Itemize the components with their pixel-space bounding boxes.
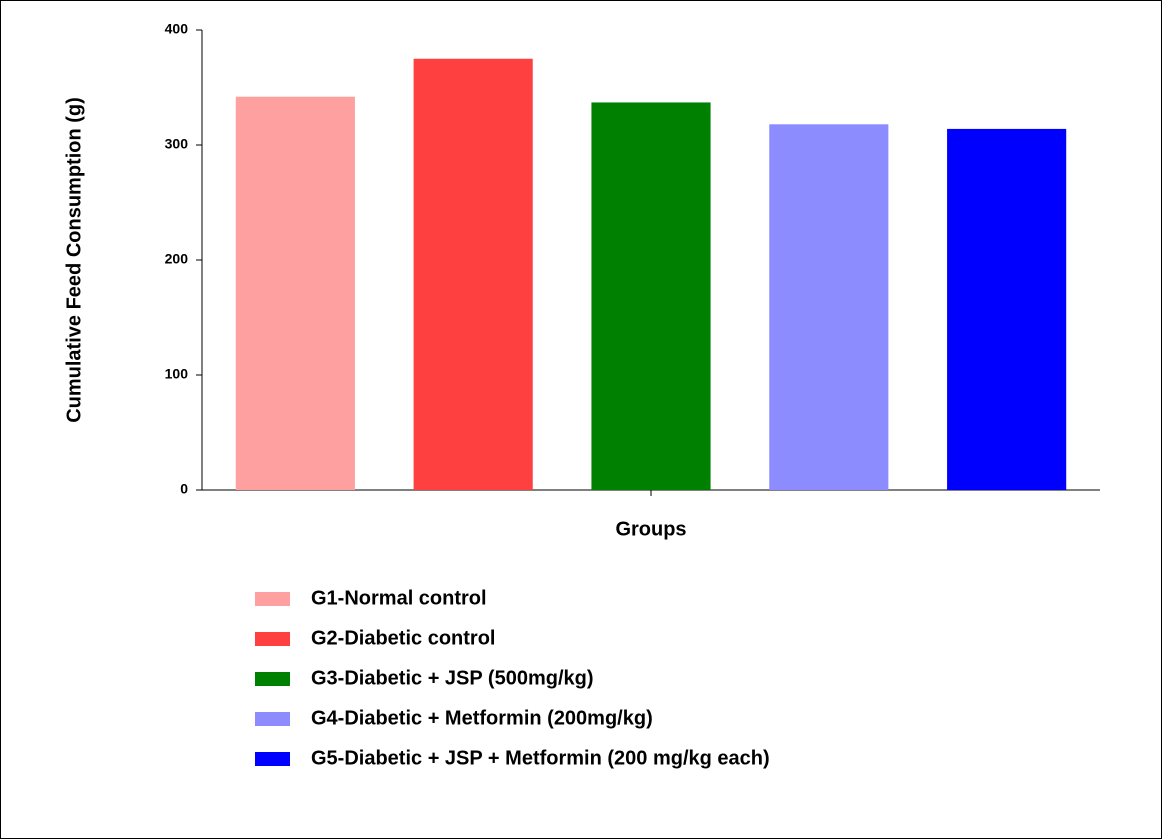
y-axis-title: Cumulative Feed Consumption (g) bbox=[63, 97, 85, 423]
bar bbox=[769, 124, 888, 490]
bar bbox=[947, 129, 1066, 490]
y-tick-label: 300 bbox=[165, 136, 189, 152]
x-axis-title: Groups bbox=[615, 518, 686, 540]
chart: Groups Cumulative Feed Consumption (g) 0… bbox=[0, 0, 1162, 839]
legend-label: G4-Diabetic + Metformin (200mg/kg) bbox=[311, 707, 653, 729]
legend-label: G2-Diabetic control bbox=[311, 627, 495, 649]
y-tick-label: 200 bbox=[165, 251, 189, 267]
legend-label: G1-Normal control bbox=[311, 587, 487, 609]
bar bbox=[414, 59, 533, 490]
y-tick-label: 400 bbox=[165, 21, 189, 37]
legend-swatch bbox=[255, 632, 290, 646]
legend-label: G3-Diabetic + JSP (500mg/kg) bbox=[311, 667, 594, 689]
y-tick-label: 100 bbox=[165, 366, 189, 382]
legend-swatch bbox=[255, 672, 290, 686]
legend-swatch bbox=[255, 752, 290, 766]
y-tick-label: 0 bbox=[180, 481, 188, 497]
legend-swatch bbox=[255, 712, 290, 726]
bar bbox=[236, 97, 355, 490]
legend-label: G5-Diabetic + JSP + Metformin (200 mg/kg… bbox=[311, 747, 770, 769]
legend-swatch bbox=[255, 592, 290, 606]
bar bbox=[591, 102, 710, 490]
